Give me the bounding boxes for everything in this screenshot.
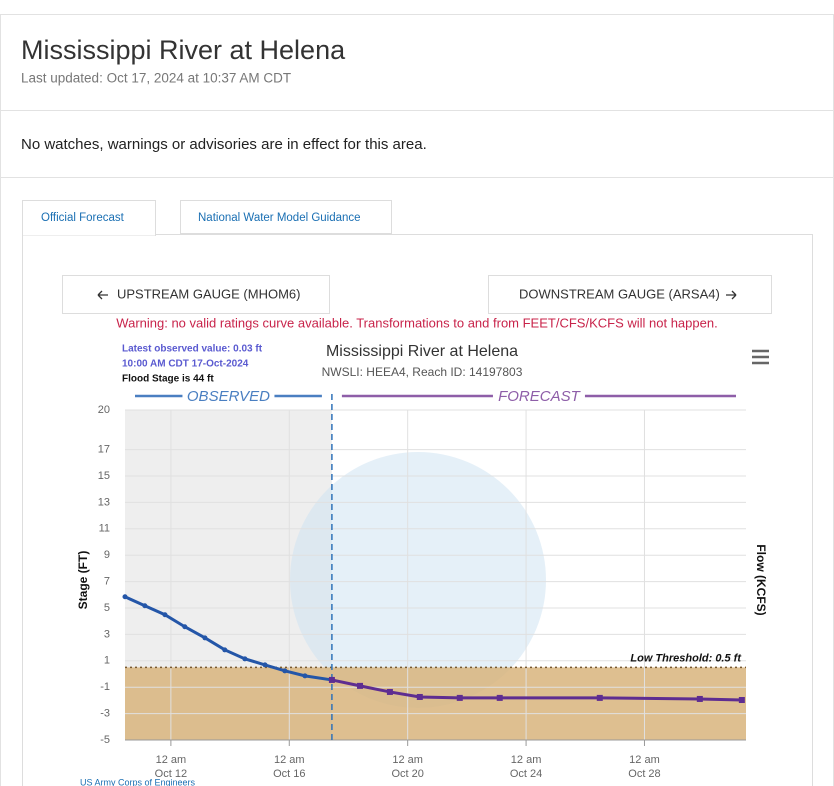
x-tick-label: 12 am (392, 754, 423, 766)
point (262, 662, 268, 668)
point (302, 673, 308, 679)
section-label: FORECAST (498, 388, 582, 405)
point (282, 668, 288, 674)
y-tick-label: 20 (98, 404, 110, 416)
tab[interactable] (180, 200, 392, 234)
point (386, 688, 393, 695)
x-tick-label: Oct 24 (510, 768, 542, 780)
chart-subtitle: NWSLI: HEEA4, Reach ID: 14197803 (322, 365, 523, 379)
tab-label[interactable]: Official Forecast (41, 212, 125, 224)
point (222, 647, 228, 653)
point (328, 676, 335, 683)
arrow-right (726, 290, 737, 300)
point (357, 682, 364, 689)
x-tick-label: Oct 28 (628, 768, 660, 780)
point (162, 612, 168, 618)
header-card (0, 14, 834, 111)
y-tick-label: 3 (104, 628, 110, 640)
y-tick-label: 17 (98, 444, 110, 456)
warning: Warning: no valid ratings curve availabl… (116, 315, 717, 330)
low-region (125, 667, 746, 740)
point (142, 603, 148, 609)
y-tick-label: 5 (104, 602, 110, 614)
point (456, 694, 463, 701)
y-axis-title: Stage (FT) (76, 551, 90, 610)
section-label-bg (182, 388, 275, 404)
annotation: 10:00 AM CDT 17-Oct-2024 (122, 359, 249, 370)
point (696, 695, 703, 702)
button-label[interactable]: UPSTREAM GAUGE (MHOM6) (117, 286, 300, 301)
x-tick-label: Oct 16 (273, 768, 305, 780)
x-tick-label: 12 am (629, 754, 660, 766)
section-label-bg (492, 388, 585, 404)
button-label[interactable]: DOWNSTREAM GAUGE (ARSA4) (519, 286, 720, 301)
alerts-card (0, 110, 834, 178)
y-tick-label: -1 (100, 681, 110, 693)
y-tick-label: -5 (100, 734, 110, 746)
page-title: Mississippi River at Helena (21, 35, 346, 65)
menu-icon[interactable] (752, 349, 769, 365)
alerts-text: No watches, warnings or advisories are i… (21, 136, 427, 153)
tab-label[interactable]: National Water Model Guidance (198, 212, 361, 224)
y-tick-label: 13 (98, 496, 110, 508)
plot: 20 17 15 13 11 9 7 5 3 1 -1 -3 -5 12 am Oct 12 12 am Oct… (98, 388, 746, 780)
x-tick-label: 12 am (511, 754, 542, 766)
y-tick-label: 15 (98, 470, 110, 482)
point (738, 697, 745, 704)
y-tick-label: 11 (99, 523, 110, 535)
point (122, 594, 128, 600)
threshold-label: Low Threshold: 0.5 ft (630, 652, 742, 664)
point (182, 624, 188, 630)
tab-active[interactable] (22, 200, 156, 236)
x-tick-label: 12 am (156, 754, 187, 766)
arrow-left (97, 290, 108, 300)
y-tick-label: -3 (100, 708, 110, 720)
point (596, 694, 603, 701)
point (496, 694, 503, 701)
annotation: Latest observed value: 0.03 ft (122, 344, 263, 355)
last-updated: Last updated: Oct 17, 2024 at 10:37 AM C… (21, 71, 291, 86)
y-tick-label: 9 (104, 549, 110, 561)
y-tick-label: 1 (104, 655, 110, 667)
y2-axis-title: Flow (KCFS) (754, 544, 768, 615)
section-label: OBSERVED (187, 388, 270, 405)
x-tick-label: 12 am (274, 754, 305, 766)
annotation: Flood Stage is 44 ft (122, 374, 214, 385)
y-tick-label: 7 (104, 576, 110, 588)
x-tick-label: Oct 20 (391, 768, 423, 780)
downstream-button[interactable] (488, 275, 772, 314)
credit[interactable]: US Army Corps of Engineers (80, 777, 196, 786)
watermark (290, 452, 546, 708)
point (242, 656, 248, 662)
x-tick-label: Oct 12 (155, 768, 187, 780)
point (416, 693, 423, 700)
chart-title: Mississippi River at Helena (326, 343, 518, 360)
point (202, 635, 208, 641)
